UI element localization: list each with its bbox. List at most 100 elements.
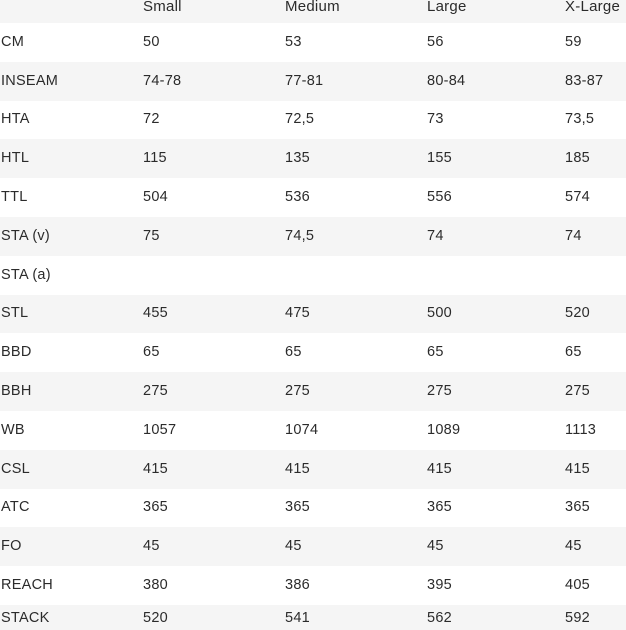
- row-label: STA (a): [1, 266, 51, 283]
- table-row: STL 455 475 500 520: [0, 294, 626, 334]
- value-cell-small: 455: [143, 305, 168, 322]
- value-cell-large: 365: [427, 499, 452, 516]
- value-cell-small: [142, 256, 284, 295]
- table-row: HTA 72 72,5 73 73,5: [0, 100, 626, 140]
- value-cell-medium: 65: [285, 344, 302, 361]
- header-cell-small: Small: [143, 0, 182, 15]
- value-cell-medium: 386: [285, 577, 310, 594]
- row-label: STA (v): [1, 227, 51, 244]
- value-cell-medium: 365: [285, 499, 310, 516]
- value-cell-xlarge: 592: [565, 609, 590, 626]
- table-row: HTL 115 135 155 185: [0, 139, 626, 179]
- value-cell-small: 1057: [143, 421, 177, 438]
- value-cell-small: 45: [143, 538, 160, 555]
- row-label: STACK: [1, 609, 50, 626]
- table-row: BBD 65 65 65 65: [0, 333, 626, 373]
- value-cell-medium: 53: [285, 33, 302, 50]
- value-cell-medium: 45: [285, 538, 302, 555]
- value-cell-medium: 541: [285, 609, 310, 626]
- value-cell-medium: 77-81: [285, 72, 324, 89]
- value-cell-xlarge: 1113: [565, 421, 597, 438]
- row-label: FO: [1, 538, 22, 555]
- value-cell-small: 380: [143, 577, 168, 594]
- header-row: Small Medium Large X-Large: [0, 0, 626, 23]
- table-row: STA (v) 75 74,5 74 74: [0, 216, 626, 256]
- row-label: STL: [1, 305, 29, 322]
- value-cell-large: 155: [427, 150, 452, 167]
- table-row: STACK 520 541 562 592: [0, 604, 626, 630]
- row-label: HTL: [1, 150, 30, 167]
- value-cell-medium: 536: [285, 189, 310, 206]
- value-cell-xlarge: 65: [565, 344, 582, 361]
- value-cell-medium: 1074: [285, 421, 319, 438]
- value-cell-xlarge: 520: [565, 305, 590, 322]
- value-cell-medium: 415: [285, 460, 310, 477]
- value-cell-large: 556: [427, 189, 452, 206]
- table-row: TTL 504 536 556 574: [0, 178, 626, 217]
- table-row: WB 1057 1074 1089 1113: [0, 410, 626, 450]
- table-body: CM 50 53 56 59 INSEAM 74-78 77-81 80-84 …: [0, 23, 626, 630]
- value-cell-xlarge: 405: [565, 577, 590, 594]
- value-cell-small: 50: [143, 33, 160, 50]
- value-cell-small: 365: [143, 499, 168, 516]
- value-cell-large: 73: [427, 111, 444, 128]
- value-cell-small: 415: [143, 460, 168, 477]
- value-cell-medium: 475: [285, 305, 310, 322]
- row-label: BBH: [1, 383, 32, 400]
- row-label: WB: [1, 421, 25, 438]
- row-label: HTA: [1, 111, 30, 128]
- table-row: BBH 275 275 275 275: [0, 372, 626, 411]
- value-cell-xlarge: 415: [565, 460, 590, 477]
- table-row: ATC 365 365 365 365: [0, 488, 626, 528]
- value-cell-small: 72: [143, 111, 160, 128]
- value-cell-large: 275: [427, 383, 452, 400]
- table-row: INSEAM 74-78 77-81 80-84 83-87: [0, 61, 626, 101]
- value-cell-xlarge: 185: [565, 150, 590, 167]
- value-cell-large: 415: [427, 460, 452, 477]
- value-cell-small: 65: [143, 344, 160, 361]
- value-cell-small: 520: [143, 609, 168, 626]
- value-cell-xlarge: [564, 256, 626, 295]
- value-cell-large: [426, 256, 564, 295]
- value-cell-xlarge: 83-87: [565, 72, 604, 89]
- value-cell-small: 75: [143, 227, 160, 244]
- header-cell-large: Large: [427, 0, 467, 15]
- value-cell-xlarge: 275: [565, 383, 590, 400]
- value-cell-medium: 72,5: [285, 111, 315, 128]
- value-cell-large: 74: [427, 227, 444, 244]
- table-row: CM 50 53 56 59: [0, 23, 626, 62]
- value-cell-large: 45: [427, 538, 444, 555]
- value-cell-small: 275: [143, 383, 168, 400]
- value-cell-xlarge: 59: [565, 33, 582, 50]
- value-cell-large: 562: [427, 609, 452, 626]
- value-cell-xlarge: 73,5: [565, 111, 595, 128]
- header-cell-xlarge: X-Large: [565, 0, 621, 15]
- value-cell-xlarge: 74: [565, 227, 582, 244]
- value-cell-medium: 275: [285, 383, 310, 400]
- value-cell-large: 80-84: [427, 72, 466, 89]
- row-label: BBD: [1, 344, 32, 361]
- value-cell-medium: 74,5: [285, 227, 315, 244]
- value-cell-medium: 135: [285, 150, 310, 167]
- table-row: REACH 380 386 395 405: [0, 566, 626, 605]
- table-row: CSL 415 415 415 415: [0, 449, 626, 489]
- table-row: STA (a): [0, 255, 626, 295]
- value-cell-large: 56: [427, 33, 444, 50]
- value-cell-xlarge: 574: [565, 189, 590, 206]
- header-cell-medium: Medium: [285, 0, 340, 15]
- value-cell-large: 500: [427, 305, 452, 322]
- row-label: TTL: [1, 189, 28, 206]
- value-cell-small: 74-78: [143, 72, 182, 89]
- table-row: FO 45 45 45 45: [0, 527, 626, 567]
- row-label: ATC: [1, 499, 30, 516]
- value-cell-xlarge: 365: [565, 499, 590, 516]
- header-cell-blank: [0, 0, 142, 23]
- value-cell-small: 115: [143, 150, 167, 167]
- value-cell-small: 504: [143, 189, 168, 206]
- row-label: CSL: [1, 460, 30, 477]
- value-cell-large: 395: [427, 577, 452, 594]
- value-cell-large: 65: [427, 344, 444, 361]
- row-label: CM: [1, 33, 25, 50]
